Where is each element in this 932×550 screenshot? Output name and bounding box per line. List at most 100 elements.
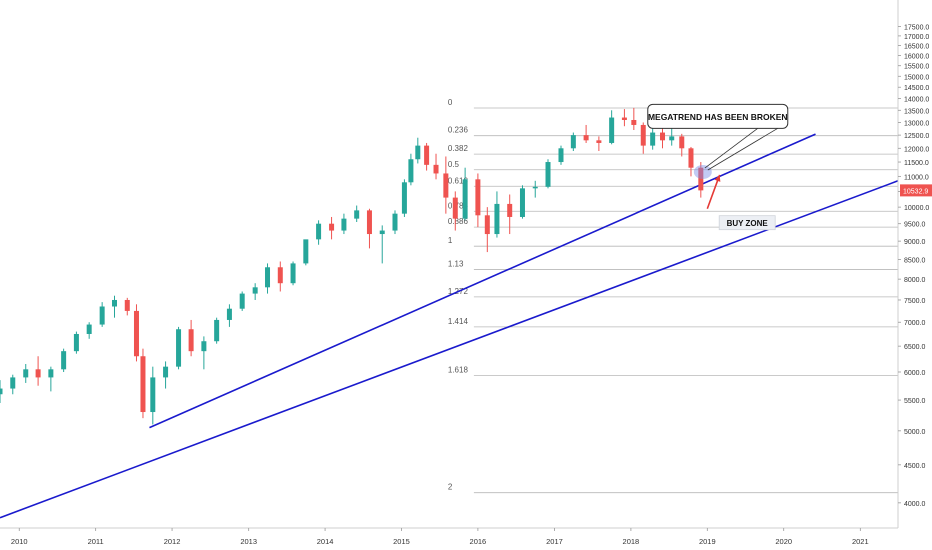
candle-body bbox=[558, 148, 564, 163]
candle-body bbox=[201, 341, 207, 352]
x-tick-label: 2017 bbox=[546, 537, 563, 546]
y-tick-label: 8500.0 bbox=[904, 258, 926, 265]
candle-body bbox=[99, 306, 105, 325]
x-tick-label: 2015 bbox=[393, 537, 410, 546]
fib-level-label: 2 bbox=[448, 483, 453, 492]
y-tick-label: 16500.0 bbox=[904, 44, 929, 51]
candle-body bbox=[494, 203, 500, 235]
fib-level-label: 1 bbox=[448, 236, 453, 245]
candle-body bbox=[354, 210, 360, 219]
y-tick-label: 13000.0 bbox=[904, 120, 929, 127]
candle-body bbox=[366, 210, 372, 235]
break-highlight bbox=[693, 165, 712, 180]
candle-body bbox=[452, 197, 458, 219]
candle-body bbox=[401, 182, 407, 214]
fib-level-label: 0.382 bbox=[448, 144, 469, 153]
candle-body bbox=[679, 136, 685, 149]
y-tick-label: 9500.0 bbox=[904, 222, 926, 229]
x-axis: 2010 2011 2012 2013 2014 2015 2016 2017 2018 2019… bbox=[0, 527, 932, 550]
candle-body bbox=[239, 293, 245, 309]
candlestick-series bbox=[0, 107, 704, 425]
y-tick-label: 9000.0 bbox=[904, 239, 926, 246]
candle-body bbox=[462, 179, 468, 219]
fib-level-label: 1.414 bbox=[448, 317, 469, 326]
y-axis-panel bbox=[898, 0, 932, 550]
candle-body bbox=[583, 135, 589, 141]
arrow-head bbox=[714, 174, 721, 182]
candle-body bbox=[443, 173, 449, 198]
y-tick-label: 12500.0 bbox=[904, 133, 929, 140]
candle-body bbox=[112, 299, 118, 307]
x-tick-label: 2011 bbox=[88, 537, 104, 546]
fib-grid: 00.2360.3820.50.6180.7860.88611.131.2721… bbox=[448, 98, 898, 494]
candle-body bbox=[290, 263, 296, 284]
y-tick-label: 6000.0 bbox=[904, 370, 926, 377]
x-tick-label: 2020 bbox=[775, 537, 792, 546]
candle-body bbox=[609, 117, 615, 143]
fib-level-label: 1.618 bbox=[448, 366, 469, 375]
y-tick-label: 16000.0 bbox=[904, 53, 929, 60]
candle-body bbox=[424, 145, 430, 165]
x-axis-panel bbox=[0, 528, 932, 550]
last-price-label: 10532.9 bbox=[903, 188, 928, 195]
y-tick-label: 10000.0 bbox=[904, 205, 929, 212]
candle-body bbox=[48, 369, 54, 378]
y-tick-label: 4500.0 bbox=[904, 463, 926, 470]
candle-body bbox=[660, 132, 666, 141]
x-tick-label: 2021 bbox=[852, 537, 869, 546]
y-tick-label: 5000.0 bbox=[904, 429, 926, 436]
x-tick-label: 2019 bbox=[699, 537, 716, 546]
candle-body bbox=[214, 319, 220, 342]
x-tick-label: 2014 bbox=[317, 537, 334, 546]
buy-zone-label: BUY ZONE bbox=[727, 219, 769, 228]
x-tick-label: 2016 bbox=[470, 537, 487, 546]
y-tick-label: 7500.0 bbox=[904, 298, 926, 305]
y-tick-label: 11000.0 bbox=[904, 174, 929, 181]
candle-body bbox=[341, 218, 347, 231]
candle-body bbox=[408, 159, 414, 183]
candle-body bbox=[277, 267, 283, 284]
candle-body bbox=[23, 369, 29, 378]
fib-level-label: 0.5 bbox=[448, 160, 460, 169]
candle-body bbox=[10, 377, 16, 389]
candle-body bbox=[475, 179, 481, 216]
y-tick-label: 5500.0 bbox=[904, 398, 926, 405]
candle-body bbox=[379, 230, 385, 235]
y-tick-label: 4000.0 bbox=[904, 501, 926, 508]
y-tick-label: 11500.0 bbox=[904, 160, 929, 167]
y-tick-label: 15000.0 bbox=[904, 74, 929, 81]
candle-body bbox=[316, 223, 322, 240]
buy-zone-box bbox=[718, 215, 776, 231]
fib-level-label: 0.786 bbox=[448, 201, 469, 210]
fib-level-label: 0.618 bbox=[448, 176, 469, 185]
candle-body bbox=[433, 164, 439, 174]
candle-body bbox=[176, 329, 182, 367]
candle-body bbox=[140, 356, 146, 413]
candle-body bbox=[596, 140, 602, 143]
y-tick-label: 8000.0 bbox=[904, 277, 926, 284]
candle-body bbox=[303, 239, 309, 264]
callout-pointer bbox=[704, 128, 759, 169]
fib-level-label: 1.13 bbox=[448, 259, 464, 268]
y-tick-label: 14500.0 bbox=[904, 85, 929, 92]
candle-body bbox=[0, 388, 3, 395]
last-price-tag bbox=[900, 184, 932, 197]
candle-body bbox=[163, 366, 169, 378]
candle-body bbox=[252, 287, 258, 294]
candle-body bbox=[507, 203, 513, 217]
fib-level-label: 0.886 bbox=[448, 217, 469, 226]
y-tick-label: 17500.0 bbox=[904, 25, 929, 32]
candle-body bbox=[265, 267, 271, 288]
candle-body bbox=[621, 117, 627, 120]
x-tick-label: 2018 bbox=[623, 537, 640, 546]
x-tick-label: 2010 bbox=[11, 537, 28, 546]
candle-body bbox=[545, 162, 551, 187]
candle-body bbox=[35, 369, 41, 378]
candle-body bbox=[61, 351, 67, 370]
trendline bbox=[0, 180, 899, 519]
candle-body bbox=[519, 188, 525, 217]
trendline bbox=[149, 133, 816, 429]
candle-body bbox=[415, 145, 421, 160]
y-tick-label: 12000.0 bbox=[904, 146, 929, 153]
